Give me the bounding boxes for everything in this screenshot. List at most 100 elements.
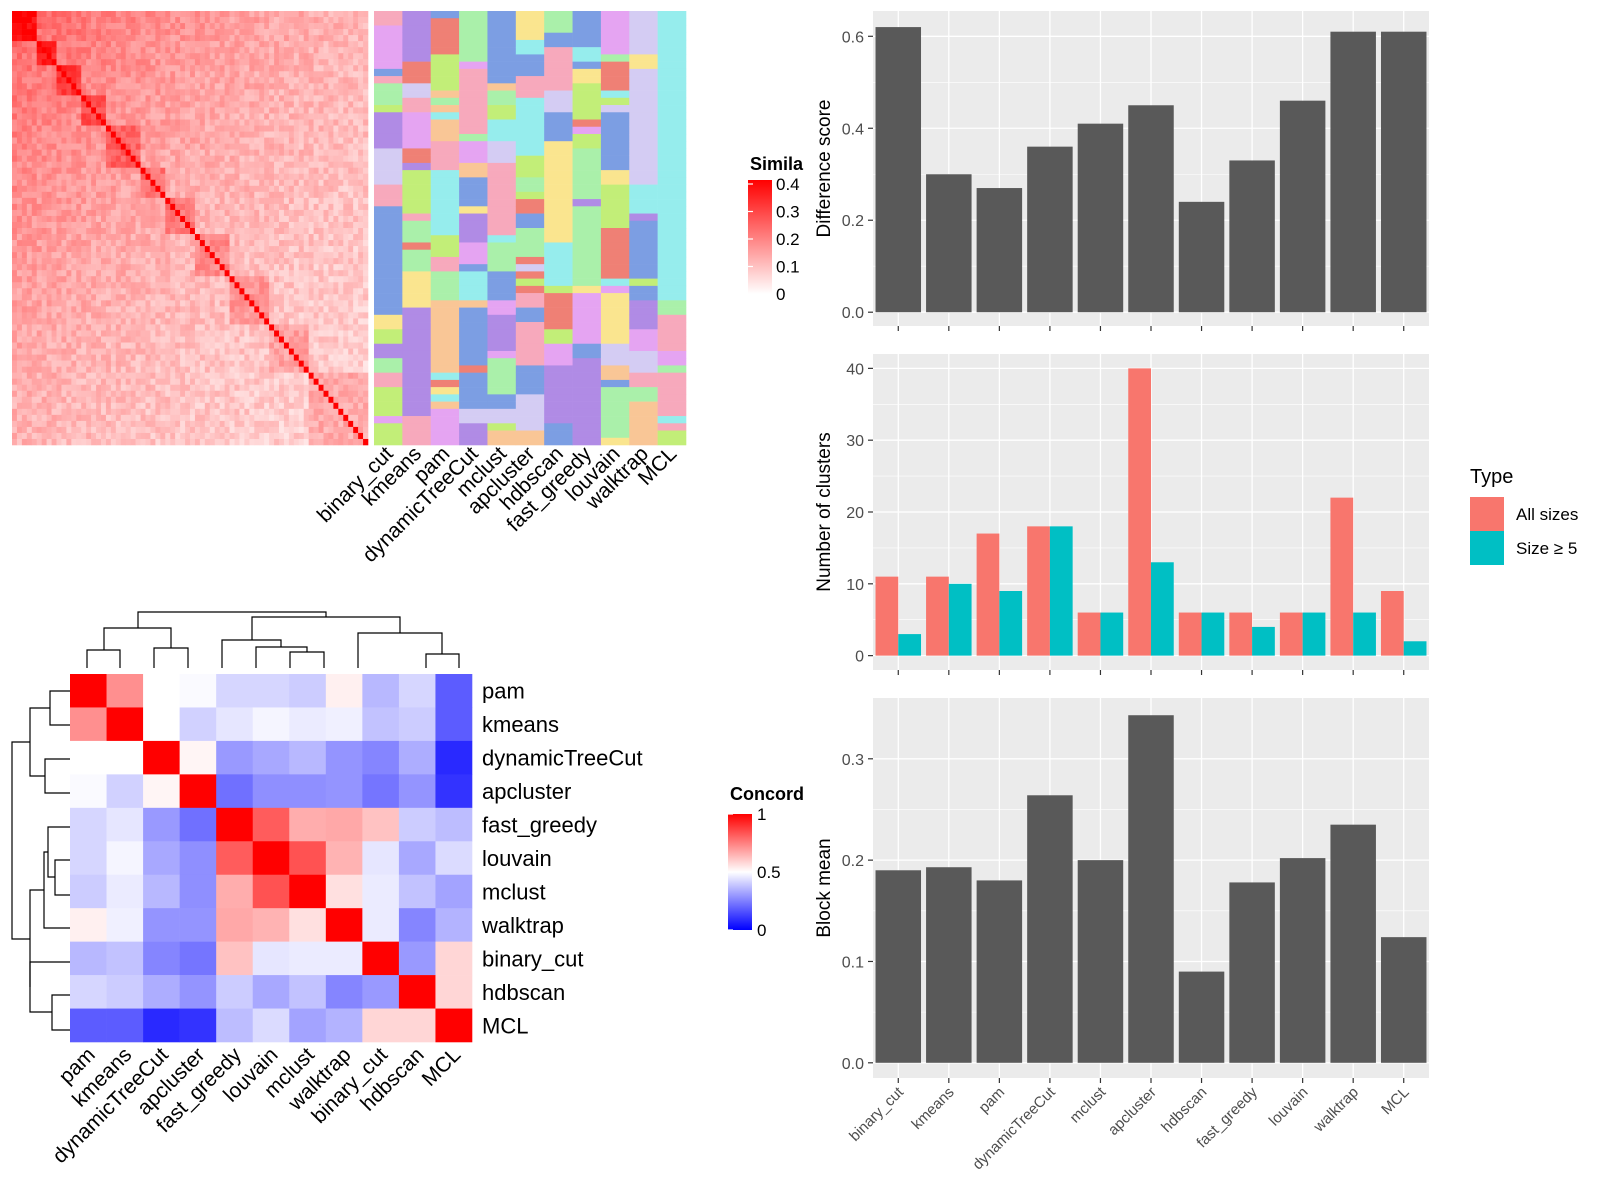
similarity-cell <box>175 215 181 223</box>
similarity-cell <box>71 318 77 325</box>
similarity-cell <box>61 348 67 355</box>
similarity-cell <box>31 282 38 289</box>
similarity-cell <box>31 306 38 313</box>
similarity-cell <box>96 294 102 301</box>
similarity-cell <box>155 228 161 235</box>
similarity-cell <box>313 246 319 253</box>
similarity-cell <box>21 246 28 253</box>
similarity-cell <box>46 294 52 301</box>
similarity-cell <box>165 119 171 126</box>
similarity-cell <box>46 300 52 307</box>
similarity-cell <box>170 294 176 301</box>
similarity-cell <box>155 276 161 283</box>
similarity-cell <box>12 360 18 367</box>
similarity-cell <box>135 167 141 175</box>
similarity-cell <box>199 95 206 102</box>
similarity-cell <box>185 215 191 223</box>
similarity-cell <box>155 29 161 36</box>
similarity-cell <box>298 191 305 199</box>
similarity-cell <box>288 101 295 108</box>
similarity-cell <box>71 221 77 229</box>
similarity-cell <box>175 101 181 108</box>
similarity-cell <box>204 161 211 169</box>
similarity-cell <box>353 306 359 313</box>
similarity-cell <box>239 197 245 205</box>
similarity-cell <box>214 420 220 428</box>
similarity-cell <box>298 53 305 60</box>
similarity-cell <box>254 300 260 307</box>
similarity-cell <box>190 360 196 367</box>
similarity-cell <box>12 414 18 422</box>
similarity-cell <box>66 258 72 265</box>
similarity-cell <box>76 77 82 84</box>
similarity-cell <box>348 17 354 24</box>
similarity-cell <box>71 35 77 42</box>
similarity-cell <box>274 161 280 169</box>
similarity-cell <box>71 288 77 295</box>
similarity-cell <box>160 173 166 181</box>
similarity-cell <box>81 95 87 102</box>
similarity-cell <box>165 414 171 422</box>
similarity-cell <box>239 41 245 48</box>
similarity-cell <box>358 137 364 144</box>
similarity-cell <box>279 83 285 90</box>
similarity-cell <box>358 209 364 217</box>
similarity-cell <box>264 318 270 325</box>
similarity-cell <box>81 348 87 355</box>
similarity-cell <box>308 215 314 223</box>
similarity-cell <box>21 366 28 373</box>
similarity-cell <box>204 41 211 48</box>
similarity-cell <box>36 396 42 404</box>
similarity-cell <box>91 318 97 325</box>
similarity-cell <box>26 378 33 386</box>
similarity-cell <box>36 101 42 108</box>
similarity-cell <box>298 41 305 48</box>
similarity-cell <box>259 252 265 259</box>
similarity-cell <box>175 83 181 90</box>
similarity-cell <box>135 197 141 205</box>
similarity-cell <box>96 336 102 343</box>
similarity-cell <box>353 185 359 193</box>
similarity-cell <box>199 131 206 138</box>
similarity-cell <box>303 119 309 126</box>
similarity-cell <box>165 209 171 217</box>
similarity-cell <box>214 95 220 102</box>
similarity-cell <box>155 366 161 373</box>
similarity-cell <box>180 324 186 331</box>
similarity-cell <box>61 354 67 361</box>
similarity-cell <box>239 384 245 392</box>
similarity-cell <box>353 228 359 235</box>
similarity-cell <box>120 342 127 349</box>
similarity-cell <box>26 113 33 120</box>
similarity-cell <box>214 41 220 48</box>
similarity-cell <box>130 65 136 72</box>
similarity-cell <box>313 185 319 193</box>
similarity-cell <box>244 161 250 169</box>
similarity-cell <box>130 378 136 386</box>
similarity-cell <box>338 167 344 175</box>
similarity-cell <box>125 276 131 283</box>
similarity-cell <box>150 137 156 144</box>
similarity-cell <box>130 11 136 18</box>
similarity-cell <box>51 113 57 120</box>
similarity-cell <box>313 378 319 386</box>
similarity-cell <box>76 258 82 265</box>
similarity-cell <box>150 185 156 193</box>
similarity-cell <box>229 342 235 349</box>
similarity-cell <box>140 324 146 331</box>
similarity-cell <box>86 71 92 78</box>
similarity-cell <box>338 71 344 78</box>
similarity-cell <box>264 185 270 193</box>
similarity-cell <box>234 384 240 392</box>
similarity-cell <box>36 53 42 60</box>
similarity-cell <box>180 318 186 325</box>
similarity-cell <box>338 197 344 205</box>
similarity-cell <box>343 240 349 247</box>
similarity-cell <box>160 372 166 379</box>
similarity-cell <box>125 23 131 30</box>
similarity-cell <box>190 77 196 84</box>
similarity-cell <box>115 270 122 277</box>
similarity-cell <box>150 167 156 175</box>
similarity-cell <box>239 155 245 162</box>
similarity-cell <box>239 312 245 319</box>
